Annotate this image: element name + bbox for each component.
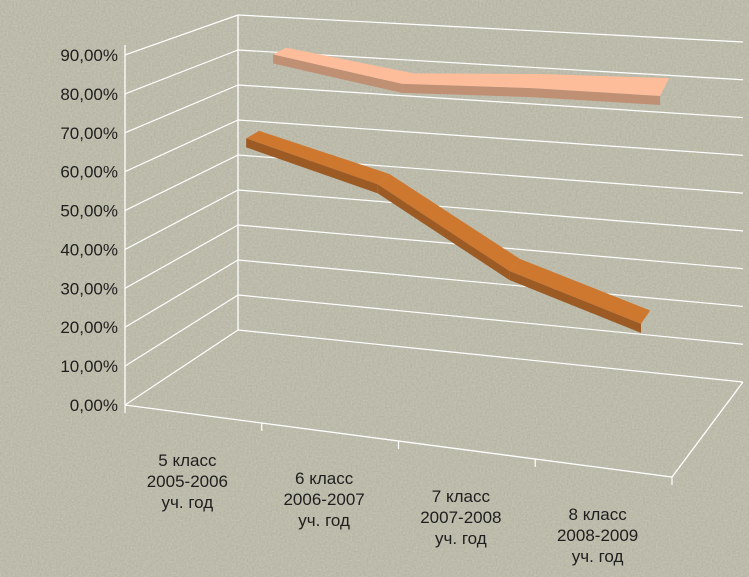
y-tick-label: 90,00% — [60, 46, 118, 65]
side-gridline — [124, 259, 239, 328]
y-tick-label: 70,00% — [60, 124, 118, 143]
back-gridline — [237, 294, 744, 345]
ribbon-front-face — [509, 271, 641, 333]
ribbon-front-face — [246, 138, 378, 194]
series-1-ribbon — [246, 130, 651, 333]
ribbon-top-face — [377, 174, 520, 272]
side-gridline — [124, 224, 239, 289]
y-axis: 0,00% 10,00% 20,00% 30,00% 40,00% 50,00% 60,00… — [60, 46, 118, 415]
ribbon-top-face — [509, 258, 651, 324]
y-tick-label: 40,00% — [60, 240, 118, 259]
ribbon-front-face — [377, 184, 510, 281]
ribbon-front-face — [531, 88, 661, 106]
side-gridline — [124, 49, 239, 95]
ribbon-top-face — [531, 74, 670, 97]
x-category-label: 6 класс 2006-2007 уч. год — [283, 469, 364, 530]
back-gridline — [237, 14, 744, 43]
side-gridline — [124, 294, 239, 367]
y-tick-label: 0,00% — [70, 396, 118, 415]
x-axis: 5 класс 2005-2006 уч. год 6 класс 2006-2007 у… — [147, 451, 639, 566]
side-gridline — [124, 329, 239, 406]
series-area — [246, 47, 670, 333]
back-gridline — [237, 259, 744, 308]
side-gridline — [124, 84, 239, 134]
series-2-ribbon — [273, 47, 670, 106]
side-gridline — [124, 189, 239, 250]
y-tick-label: 60,00% — [60, 163, 118, 182]
side-gridline — [124, 154, 239, 212]
back-gridline — [237, 329, 744, 383]
y-tick-label: 80,00% — [60, 85, 118, 104]
y-tick-label: 30,00% — [60, 279, 118, 298]
back-gridline — [237, 84, 744, 119]
floor-edge — [124, 381, 744, 478]
ribbon-top-face — [402, 73, 542, 89]
ribbon-top-face — [246, 130, 390, 185]
back-gridline — [237, 119, 744, 156]
ribbon-front-face — [273, 54, 403, 93]
ribbon-top-face — [273, 47, 414, 84]
side-gridline — [124, 14, 239, 56]
x-category-label: 8 класс 2008-2009 уч. год — [557, 505, 638, 566]
x-category-label: 7 класс 2007-2008 уч. год — [420, 487, 501, 548]
x-category-label: 5 класс 2005-2006 уч. год — [147, 451, 228, 512]
y-tick-label: 10,00% — [60, 357, 118, 376]
side-gridline — [124, 119, 239, 173]
y-tick-label: 20,00% — [60, 318, 118, 337]
y-tick-label: 50,00% — [60, 202, 118, 221]
back-gridline — [237, 189, 744, 232]
ribbon-front-face — [402, 83, 532, 98]
